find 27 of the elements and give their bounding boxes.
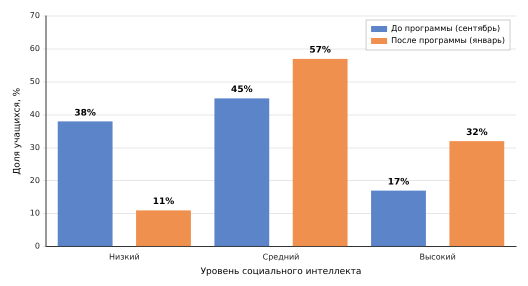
legend-label: После программы (январь) [391,36,506,46]
data-label: 17% [388,177,410,188]
data-label: 11% [152,197,174,208]
x-tick-label: Низкий [108,252,140,262]
bar [292,58,348,246]
y-tick-label: 30 [30,142,40,152]
bar [214,98,270,246]
y-tick-label: 70 [30,11,40,20]
data-label: 57% [309,46,331,56]
y-axis-title: Доля учащихся, % [12,87,23,175]
y-tick-label: 50 [30,76,40,86]
bar [449,141,504,246]
y-tick-label: 60 [30,44,40,54]
bar [371,190,426,246]
bar [136,210,191,246]
y-tick-label: 40 [30,110,40,119]
data-label: 38% [74,108,96,118]
x-tick-label: Средний [262,252,300,262]
legend-label: До программы (сентябрь) [391,24,500,34]
data-label: 32% [466,128,488,138]
y-tick-label: 10 [30,208,40,218]
y-tick-label: 20 [30,176,40,185]
data-label: 45% [231,85,253,96]
bar [58,121,113,246]
y-tick-label: 0 [34,242,40,251]
x-axis-title: Уровень социального интеллекта [200,266,362,277]
x-tick-label: Высокий [420,252,456,262]
